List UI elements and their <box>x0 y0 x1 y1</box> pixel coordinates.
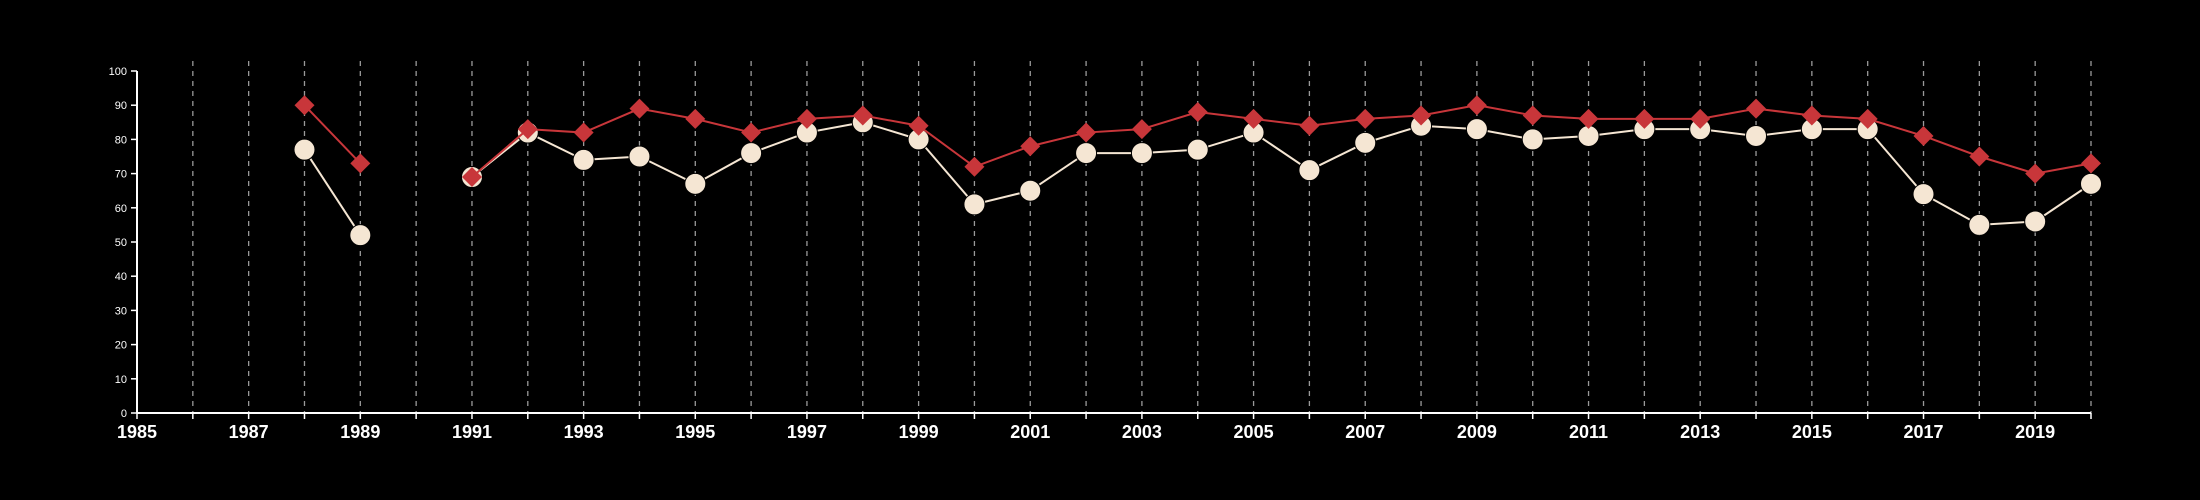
x-tick-label: 2017 <box>1903 422 1943 442</box>
data-point-diamond <box>1187 102 1208 123</box>
x-tick-label: 1989 <box>340 422 380 442</box>
data-point-diamond <box>1466 95 1487 116</box>
data-point-circle <box>628 145 651 168</box>
data-point-circle <box>1019 179 1042 202</box>
data-point-diamond <box>461 167 482 188</box>
data-point-diamond <box>1131 119 1152 140</box>
data-point-diamond <box>1746 98 1767 119</box>
x-tick-label: 2007 <box>1345 422 1385 442</box>
x-tick-label: 1995 <box>675 422 715 442</box>
data-point-circle <box>1298 159 1321 182</box>
x-tick-label: 2011 <box>1569 422 1608 442</box>
data-point-diamond <box>1411 105 1432 126</box>
data-point-circle <box>1465 118 1488 141</box>
x-tick-label: 2013 <box>1680 422 1720 442</box>
y-tick-label: 90 <box>115 100 127 112</box>
y-tick-label: 20 <box>115 340 127 352</box>
x-tick-label: 2001 <box>1010 422 1050 442</box>
y-tick-label: 80 <box>115 134 127 146</box>
data-point-diamond <box>1578 108 1599 129</box>
data-point-diamond <box>1634 108 1655 129</box>
data-point-diamond <box>908 115 929 136</box>
y-tick-label: 40 <box>115 271 127 283</box>
data-point-circle <box>1968 213 1991 236</box>
series-line <box>303 149 362 236</box>
x-tick-label: 1993 <box>564 422 604 442</box>
y-tick-label: 0 <box>121 408 127 420</box>
vertical-grid <box>192 61 2092 413</box>
y-tick-label: 50 <box>115 237 127 249</box>
data-point-diamond <box>1690 108 1711 129</box>
data-point-diamond <box>2025 163 2046 184</box>
x-tick-label: 2009 <box>1457 422 1497 442</box>
data-point-diamond <box>1299 115 1320 136</box>
data-point-diamond <box>1243 108 1264 129</box>
data-point-circle <box>349 224 372 247</box>
data-point-diamond <box>1801 105 1822 126</box>
data-point-circle <box>293 138 316 161</box>
x-tick-label: 2005 <box>1234 422 1274 442</box>
data-point-diamond <box>1076 122 1097 143</box>
data-point-diamond <box>852 105 873 126</box>
data-point-diamond <box>573 122 594 143</box>
data-point-diamond <box>1355 108 1376 129</box>
data-point-diamond <box>685 108 706 129</box>
axes: 0 10 20 30 40 50 60 70 80 90 100 1985 1987 1989 1991 19… <box>109 66 2092 442</box>
data-point-circle <box>1186 138 1209 161</box>
data-point-circle <box>1521 128 1544 151</box>
data-point-diamond <box>629 98 650 119</box>
data-point-circle <box>1354 131 1377 154</box>
x-tick-label: 1999 <box>899 422 939 442</box>
data-point-circle <box>1912 183 1935 206</box>
x-tick-label: 1985 <box>117 422 157 442</box>
data-point-diamond <box>2081 153 2101 174</box>
data-point-diamond <box>350 153 371 174</box>
data-point-circle <box>963 193 986 216</box>
series-diamond <box>294 95 2101 188</box>
data-point-diamond <box>1522 105 1543 126</box>
data-point-diamond <box>741 122 762 143</box>
data-point-circle <box>572 148 595 171</box>
data-point-circle <box>1075 142 1098 165</box>
y-tick-label: 10 <box>115 374 127 386</box>
data-point-diamond <box>1969 146 1990 167</box>
x-tick-label: 1991 <box>452 422 492 442</box>
data-point-circle <box>1130 142 1153 165</box>
data-point-circle <box>684 172 707 195</box>
series-line <box>303 104 362 165</box>
x-tick-label: 1987 <box>229 422 269 442</box>
data-point-diamond <box>796 108 817 129</box>
y-tick-label: 60 <box>115 203 127 215</box>
data-point-circle <box>2024 210 2047 233</box>
data-point-circle <box>740 142 763 165</box>
y-tick-label: 30 <box>115 305 127 317</box>
x-tick-label: 2019 <box>2015 422 2055 442</box>
data-point-diamond <box>1857 108 1878 129</box>
x-tick-label: 1997 <box>787 422 827 442</box>
data-point-diamond <box>517 119 538 140</box>
data-point-circle <box>1745 124 1768 147</box>
data-point-diamond <box>1913 125 1934 146</box>
series-group <box>293 95 2102 247</box>
data-point-circle <box>2080 172 2102 195</box>
data-point-diamond <box>964 156 985 177</box>
data-point-diamond <box>1020 136 1041 157</box>
x-tick-label: 2015 <box>1792 422 1832 442</box>
data-point-diamond <box>294 95 315 116</box>
y-tick-label: 100 <box>109 66 127 78</box>
y-tick-label: 70 <box>115 169 127 181</box>
x-tick-label: 2003 <box>1122 422 1162 442</box>
